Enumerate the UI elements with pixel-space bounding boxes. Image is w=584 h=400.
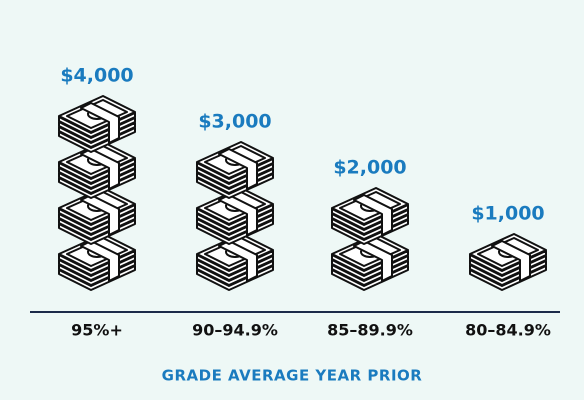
category-label: 85–89.9% bbox=[327, 321, 413, 340]
money-column bbox=[331, 187, 409, 291]
money-stack bbox=[58, 233, 136, 291]
money-stack bbox=[196, 187, 274, 245]
value-label: $3,000 bbox=[198, 111, 271, 133]
category-label: 95%+ bbox=[71, 321, 123, 340]
money-stack bbox=[58, 187, 136, 245]
x-axis-label: GRADE AVERAGE YEAR PRIOR bbox=[162, 367, 423, 385]
category-label: 90–94.9% bbox=[192, 321, 278, 340]
money-stack bbox=[469, 233, 547, 291]
money-stack bbox=[196, 233, 274, 291]
money-stack bbox=[58, 141, 136, 199]
value-label: $4,000 bbox=[60, 65, 133, 87]
money-column bbox=[469, 233, 547, 291]
value-label: $2,000 bbox=[333, 157, 406, 179]
money-column bbox=[58, 95, 136, 291]
category-label: 80–84.9% bbox=[465, 321, 551, 340]
value-label: $1,000 bbox=[471, 203, 544, 225]
money-stack bbox=[331, 233, 409, 291]
money-column bbox=[196, 141, 274, 291]
money-stack bbox=[58, 95, 136, 153]
money-stack bbox=[331, 187, 409, 245]
money-stack bbox=[196, 141, 274, 199]
